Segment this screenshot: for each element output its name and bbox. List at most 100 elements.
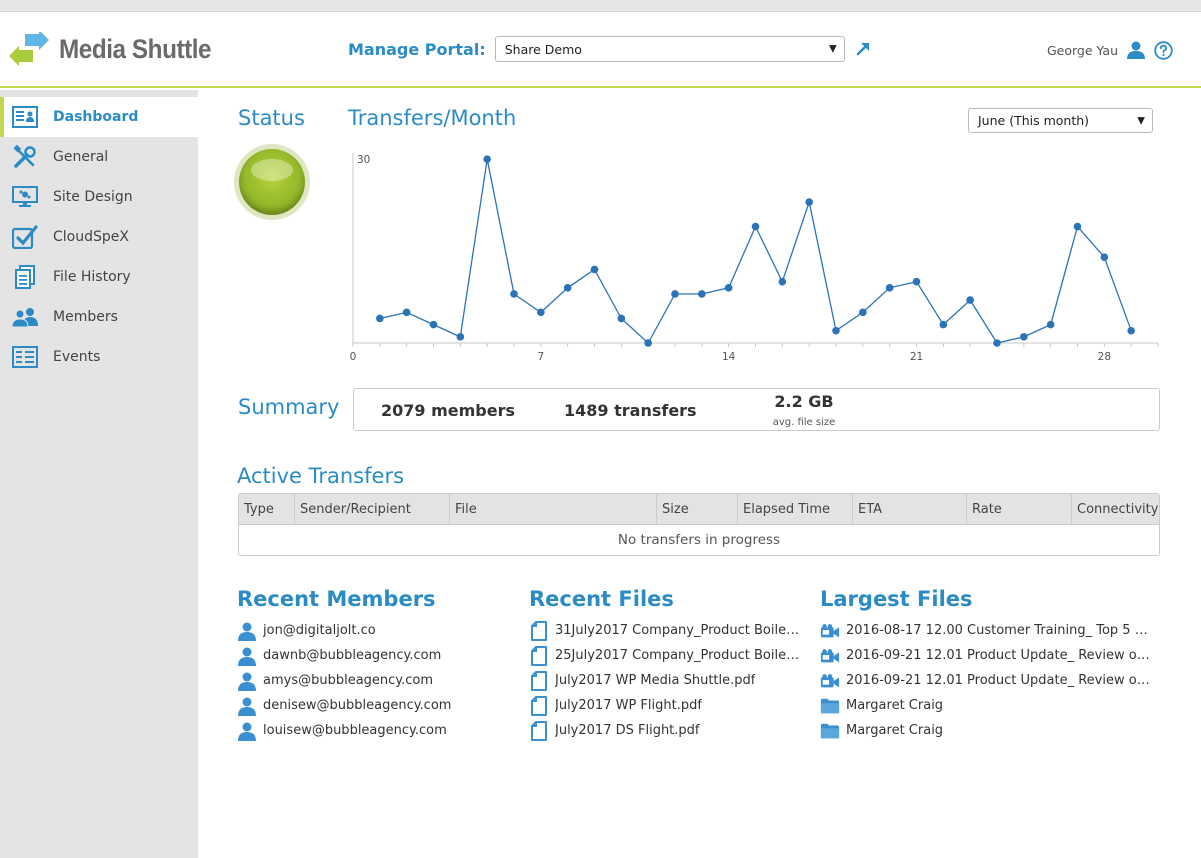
manage-portal-label: Manage Portal:	[348, 39, 486, 59]
column-header-sender[interactable]: Sender/Recipient	[295, 494, 450, 524]
tools-icon	[11, 144, 39, 170]
chart-data-point	[429, 320, 438, 329]
list-item-label: 2016-08-17 12.00 Customer Training_ Top …	[846, 623, 1150, 638]
recent-files-title: Recent Files	[529, 587, 674, 611]
list-item-label: 2016-09-21 12.01 Product Update_ Review …	[846, 673, 1150, 688]
sidebar-item-general[interactable]: General	[0, 137, 198, 177]
list-item[interactable]: dawnb@bubbleagency.com	[237, 643, 507, 668]
list-item[interactable]: Margaret Craig	[820, 693, 1150, 718]
month-select[interactable]: June (This month) ▼	[968, 108, 1153, 133]
browser-top-strip	[0, 0, 1201, 12]
chart-data-point	[1100, 253, 1109, 261]
list-item-label: amys@bubbleagency.com	[263, 673, 434, 688]
monitor-icon	[11, 184, 39, 210]
list-item[interactable]: denisew@bubbleagency.com	[237, 693, 507, 718]
list-item[interactable]: Margaret Craig	[820, 718, 1150, 743]
summary-box: 2079 members 1489 transfers 2.2 GB avg. …	[353, 388, 1160, 431]
dashboard-icon	[11, 104, 39, 130]
summary-avg-size-label: avg. file size	[772, 417, 836, 428]
column-header-eta[interactable]: ETA	[853, 494, 967, 524]
app-header: Media Shuttle Manage Portal: Share Demo …	[0, 12, 1201, 88]
column-header-type[interactable]: Type	[239, 494, 295, 524]
main-content: Status Transfers/Month June (This month)…	[198, 90, 1201, 858]
chart-data-point	[402, 308, 411, 317]
chart-data-point	[376, 314, 384, 323]
video-icon	[820, 671, 840, 691]
file-icon	[529, 620, 549, 641]
chart-data-point	[510, 290, 518, 298]
sidebar-item-label: File History	[53, 269, 131, 285]
chart-data-point	[966, 296, 974, 304]
sidebar-item-label: Members	[53, 309, 118, 325]
list-item[interactable]: July2017 WP Flight.pdf	[529, 693, 801, 718]
user-icon	[237, 696, 257, 716]
chart-data-point	[563, 284, 572, 292]
dropdown-arrow-icon: ▼	[1137, 115, 1145, 126]
sidebar-item-site-design[interactable]: Site Design	[0, 177, 198, 217]
sidebar-item-cloudspex[interactable]: CloudSpeX	[0, 217, 198, 257]
list-item[interactable]: 2016-08-17 12.00 Customer Training_ Top …	[820, 618, 1150, 643]
list-item-label: dawnb@bubbleagency.com	[263, 648, 442, 663]
list-item[interactable]: jon@digitaljolt.co	[237, 618, 507, 643]
active-transfers-title: Active Transfers	[237, 464, 405, 488]
list-item-label: 25July2017 Company_Product Boilerp...	[555, 648, 801, 663]
user-icon	[237, 671, 257, 691]
transfers-month-title: Transfers/Month	[348, 106, 517, 130]
list-item-label: July2017 DS Flight.pdf	[555, 723, 700, 738]
sidebar-item-label: Dashboard	[53, 109, 139, 125]
list-item-label: louisew@bubbleagency.com	[263, 723, 447, 738]
recent-files-panel: Recent Files 31July2017 Company_Product …	[529, 587, 801, 743]
list-item[interactable]: 31July2017 Company_Product Boilerp...	[529, 618, 801, 643]
chart-x-tick-label: 14	[722, 351, 736, 363]
file-icon	[529, 670, 549, 691]
active-transfers-table: Type Sender/Recipient File Size Elapsed …	[238, 493, 1160, 556]
list-item[interactable]: 25July2017 Company_Product Boilerp...	[529, 643, 801, 668]
video-icon	[820, 621, 840, 641]
status-title: Status	[238, 106, 305, 130]
column-header-rate[interactable]: Rate	[967, 494, 1072, 524]
user-icon	[237, 646, 257, 666]
column-header-file[interactable]: File	[450, 494, 657, 524]
help-icon[interactable]	[1154, 40, 1173, 60]
sidebar-item-members[interactable]: Members	[0, 297, 198, 337]
chart-data-point	[644, 339, 652, 347]
status-indicator	[234, 144, 310, 220]
chart-data-point	[483, 155, 491, 163]
brand-logo[interactable]: Media Shuttle	[9, 32, 228, 66]
sidebar-item-file-history[interactable]: File History	[0, 257, 198, 297]
list-item[interactable]: amys@bubbleagency.com	[237, 668, 507, 693]
summary-transfers: 1489 transfers	[564, 401, 697, 420]
brand-name: Media Shuttle	[59, 33, 212, 64]
sidebar-item-label: CloudSpeX	[53, 229, 129, 245]
column-header-size[interactable]: Size	[657, 494, 738, 524]
month-select-value: June (This month)	[978, 113, 1090, 128]
sidebar-item-dashboard[interactable]: Dashboard	[0, 97, 198, 137]
chart-data-point	[456, 333, 465, 341]
checkbox-icon	[11, 224, 39, 250]
list-item-label: July2017 WP Media Shuttle.pdf	[555, 673, 756, 688]
list-item[interactable]: 2016-09-21 12.01 Product Update_ Review …	[820, 668, 1150, 693]
folder-icon	[820, 696, 840, 716]
list-item-label: jon@digitaljolt.co	[263, 623, 376, 638]
chart-y-tick-label: 30	[357, 154, 370, 166]
column-header-elapsed[interactable]: Elapsed Time	[738, 494, 853, 524]
list-item[interactable]: 2016-09-21 12.01 Product Update_ Review …	[820, 643, 1150, 668]
list-item[interactable]: louisew@bubbleagency.com	[237, 718, 507, 743]
open-portal-icon[interactable]	[855, 41, 871, 57]
chart-x-tick-label: 7	[537, 351, 544, 363]
list-item[interactable]: July2017 WP Media Shuttle.pdf	[529, 668, 801, 693]
largest-files-panel: Largest Files 2016-08-17 12.00 Customer …	[820, 587, 1150, 743]
user-menu[interactable]: George Yau	[1047, 40, 1173, 60]
list-item-label: July2017 WP Flight.pdf	[555, 698, 702, 713]
column-header-connectivity[interactable]: Connectivity	[1077, 501, 1159, 517]
chart-data-point	[751, 222, 760, 231]
chart-data-point	[1046, 320, 1055, 329]
list-item[interactable]: July2017 DS Flight.pdf	[529, 718, 801, 743]
file-icon	[529, 645, 549, 666]
user-icon[interactable]	[1126, 40, 1146, 60]
portal-select[interactable]: Share Demo ▼	[494, 36, 845, 62]
sidebar-item-events[interactable]: Events	[0, 337, 198, 377]
chart-x-tick-label: 28	[1098, 351, 1111, 363]
sidebar-item-label: Site Design	[53, 189, 133, 205]
documents-icon	[11, 264, 39, 290]
